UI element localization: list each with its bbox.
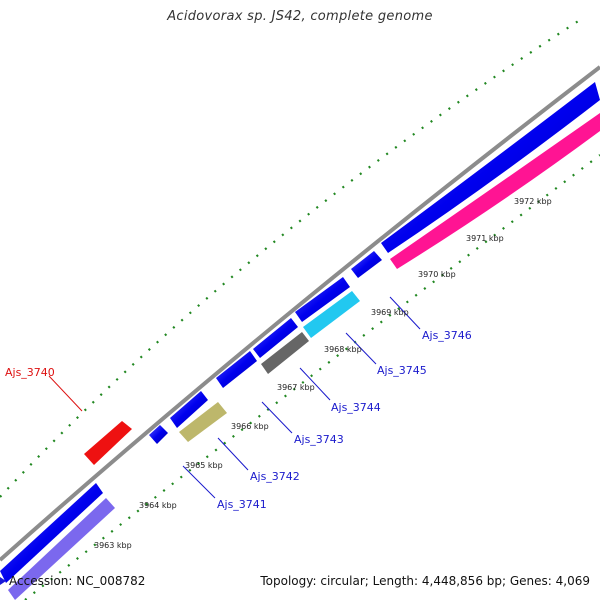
gene-ajs-3746[interactable] — [295, 277, 350, 322]
tick-label-3966: 3966 kbp — [231, 422, 269, 431]
connector-ajs-3744 — [299, 367, 331, 401]
tick-label-3971: 3971 kbp — [466, 234, 504, 243]
gene-label-ajs-3740[interactable]: Ajs_3740 — [5, 366, 55, 379]
genome-summary: Topology: circular; Length: 4,448,856 bp… — [260, 574, 590, 588]
gene-label-ajs-3746[interactable]: Ajs_3746 — [422, 329, 472, 342]
gene-ajs-3745[interactable] — [253, 318, 298, 358]
connector-ajs-3740 — [48, 375, 83, 412]
connector-ajs-3745 — [345, 332, 377, 365]
gene-cyan — [303, 291, 360, 338]
gene-label-ajs-3744[interactable]: Ajs_3744 — [331, 401, 381, 414]
outer-dotted-ring — [0, 17, 584, 498]
gene-blue-large-left — [0, 483, 103, 583]
gene-ajs-3743[interactable] — [170, 391, 208, 428]
tick-label-3967: 3967 kbp — [277, 383, 315, 392]
connector-ajs-3746 — [389, 296, 421, 330]
gene-label-ajs-3741[interactable]: Ajs_3741 — [217, 498, 267, 511]
tick-label-3965: 3965 kbp — [185, 461, 223, 470]
tick-label-3963: 3963 kbp — [94, 541, 132, 550]
tick-label-3968: 3968 kbp — [324, 345, 362, 354]
gene-gray — [261, 332, 309, 374]
accession-arrow-icon — [0, 577, 6, 585]
gene-ajs-3742[interactable] — [179, 402, 227, 442]
gene-label-ajs-3743[interactable]: Ajs_3743 — [294, 433, 344, 446]
map-title: Acidovorax sp. JS42, complete genome — [167, 9, 433, 24]
tick-label-3972: 3972 kbp — [514, 197, 552, 206]
gene-ajs-3744[interactable] — [216, 351, 257, 388]
accession-text: Accession: NC_008782 — [9, 574, 146, 588]
connector-ajs-3743 — [261, 401, 293, 434]
gene-blue-small-upper — [351, 251, 382, 278]
connector-ajs-3742 — [217, 437, 249, 471]
tick-label-3969: 3969 kbp — [371, 308, 409, 317]
gene-label-ajs-3742[interactable]: Ajs_3742 — [250, 470, 300, 483]
tick-ring — [24, 154, 600, 600]
gene-blue-long-upper — [381, 82, 600, 253]
tick-label-3964: 3964 kbp — [139, 501, 177, 510]
connector-ajs-3741 — [182, 465, 216, 499]
gene-pink — [390, 113, 600, 269]
gene-ajs-3740[interactable] — [84, 421, 132, 465]
tick-label-3970: 3970 kbp — [418, 270, 456, 279]
genome-backbone — [0, 65, 600, 562]
gene-purple — [8, 498, 115, 600]
gene-ajs-3741[interactable] — [149, 425, 168, 444]
gene-label-ajs-3745[interactable]: Ajs_3745 — [377, 364, 427, 377]
